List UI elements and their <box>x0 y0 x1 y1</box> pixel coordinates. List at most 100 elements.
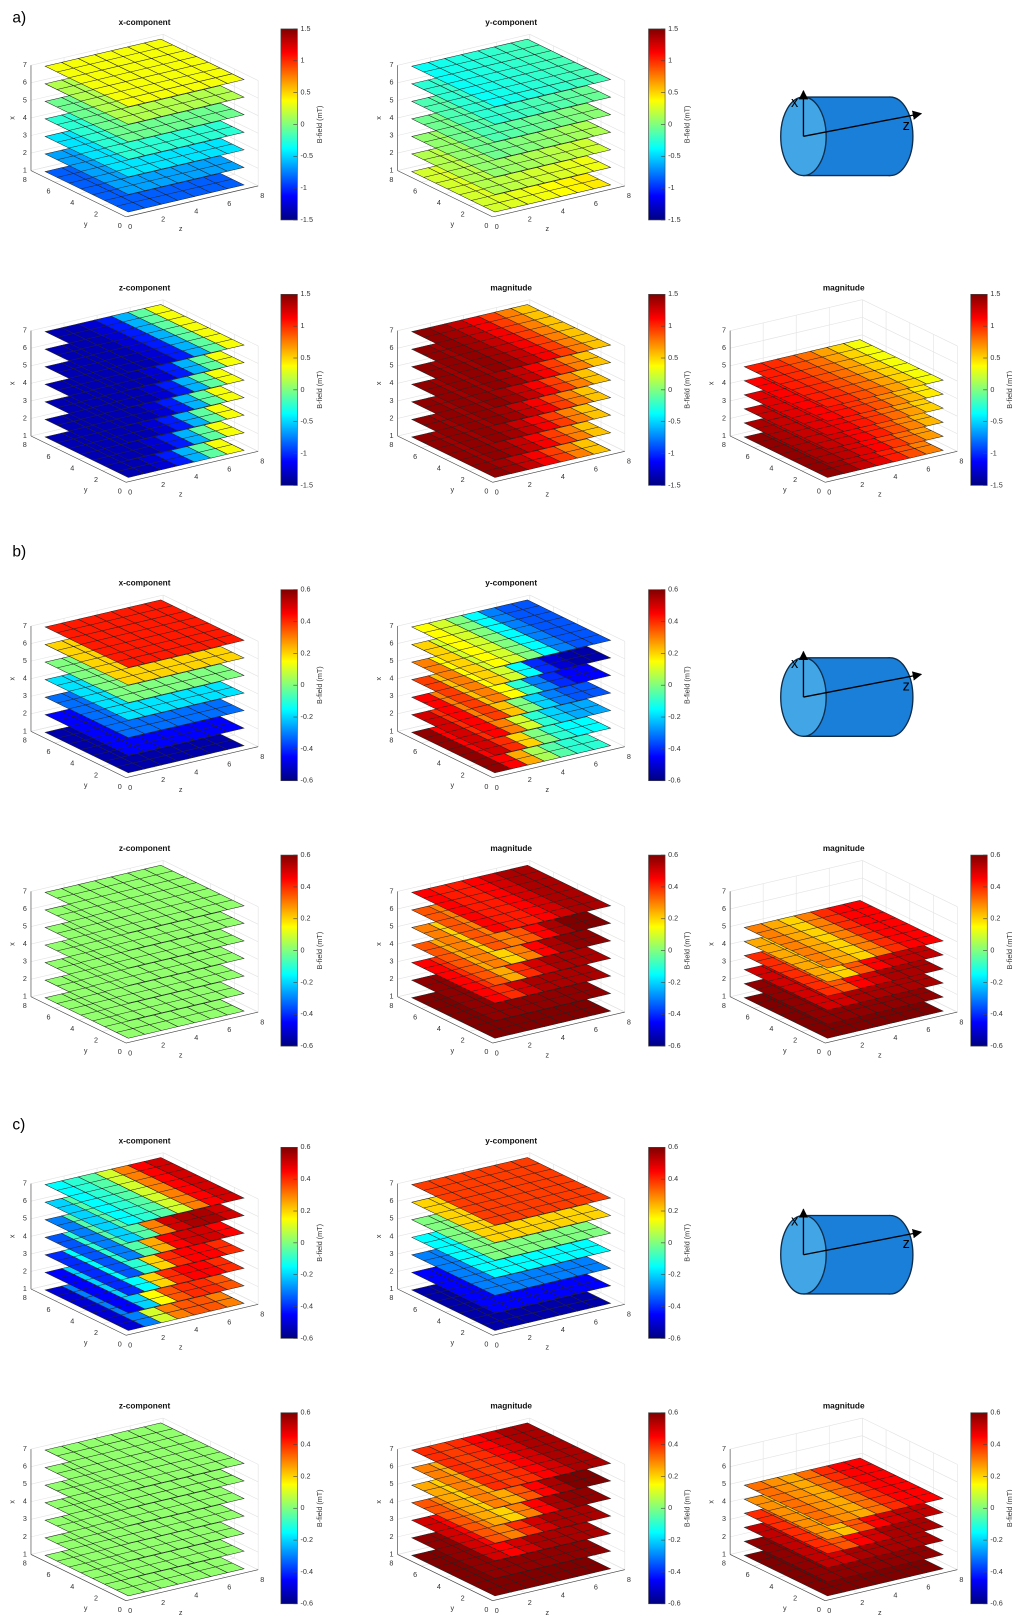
chart: 12345670246802468xyzmagnitude-0.6-0.4-0.… <box>374 1402 692 1617</box>
chart: 12345670246802468xyzz-component-0.6-0.4-… <box>7 1402 324 1617</box>
y-axis-label: y <box>451 1603 455 1612</box>
y-tick-label: 8 <box>722 1001 726 1010</box>
x-axis-label: x <box>7 116 16 120</box>
x-tick-label: 4 <box>23 378 27 387</box>
z-tick-label: 4 <box>194 767 198 776</box>
colorbar-tick-label: 0.6 <box>990 850 1000 859</box>
x-tick-label: 5 <box>389 921 393 930</box>
y-axis-label: y <box>84 1338 88 1347</box>
y-tick-label: 0 <box>118 221 122 230</box>
x-tick-label: 1 <box>389 1284 393 1293</box>
x-tick-label: 1 <box>722 1549 726 1558</box>
x-tick-label: 2 <box>389 709 393 718</box>
colorbar-tick-label: -1 <box>301 448 307 457</box>
y-tick-label: 4 <box>437 1316 441 1325</box>
colorbar-tick-label: 0.4 <box>668 616 678 625</box>
z-tick-label: 6 <box>594 1583 598 1592</box>
colorbar-tick-label: 0.4 <box>668 1174 678 1183</box>
x-tick-label: 3 <box>722 1514 726 1523</box>
y-tick-label: 0 <box>484 1339 488 1348</box>
colorbar-tick-label: 0.2 <box>668 1206 678 1215</box>
x-tick-label: 3 <box>23 1249 27 1258</box>
y-tick-label: 6 <box>746 1570 750 1579</box>
z-axis-label: z <box>878 1608 882 1617</box>
colorbar-tick-label: -1.5 <box>990 480 1002 489</box>
y-tick-label: 8 <box>389 1559 393 1568</box>
x-tick-label: 2 <box>23 413 27 422</box>
chart-title: magnitude <box>823 283 865 292</box>
colorbar-tick-label: 1 <box>668 321 672 330</box>
x-tick-label: 1 <box>722 431 726 440</box>
colorbar-tick-label: -1.5 <box>668 215 680 224</box>
colorbar-label: B-field (mT) <box>315 106 324 144</box>
y-tick-label: 8 <box>23 440 27 449</box>
x-tick-label: 4 <box>389 939 393 948</box>
panel-label: b) <box>12 544 26 561</box>
colorbar-tick-label: -0.4 <box>301 1301 313 1310</box>
x-tick-label: 5 <box>389 361 393 370</box>
x-tick-label: 4 <box>722 1497 726 1506</box>
chart: 12345670246802468xyzx-component-1.5-1-0.… <box>7 18 324 233</box>
x-tick-label: 4 <box>23 674 27 683</box>
y-tick-label: 0 <box>484 1047 488 1056</box>
colorbar-tick-label: 0 <box>990 385 994 394</box>
z-tick-label: 6 <box>594 1025 598 1034</box>
x-tick-label: 6 <box>23 1196 27 1205</box>
y-tick-label: 2 <box>94 1036 98 1045</box>
x-tick-label: 2 <box>389 1532 393 1541</box>
chart: 12345670246802468xyzx-component-0.6-0.4-… <box>7 1136 324 1351</box>
colorbar-tick-label: 0.2 <box>990 914 1000 923</box>
chart-title: magnitude <box>823 1402 865 1411</box>
y-tick-label: 4 <box>70 1316 74 1325</box>
y-tick-label: 6 <box>47 1570 51 1579</box>
y-tick-label: 2 <box>461 1036 465 1045</box>
x-tick-label: 2 <box>23 1266 27 1275</box>
x-tick-label: 2 <box>23 148 27 157</box>
y-tick-label: 0 <box>118 1339 122 1348</box>
colorbar-tick-label: 0 <box>301 1503 305 1512</box>
z-tick-label: 6 <box>594 1317 598 1326</box>
x-tick-label: 1 <box>23 726 27 735</box>
x-tick-label: 4 <box>389 1497 393 1506</box>
z-tick-label: 0 <box>128 1606 132 1615</box>
chart: 12345670246802468xyzy-component-0.6-0.4-… <box>374 1136 692 1351</box>
z-tick-label: 0 <box>495 1048 499 1057</box>
z-tick-label: 8 <box>627 1017 631 1026</box>
z-tick-label: 0 <box>495 783 499 792</box>
chart-title: y-component <box>485 579 537 588</box>
axis-label: x <box>791 656 799 672</box>
z-tick-label: 2 <box>161 480 165 489</box>
x-axis-label: x <box>374 116 383 120</box>
colorbar-tick-label: 0.2 <box>301 1206 311 1215</box>
z-axis-label: z <box>546 1050 550 1059</box>
colorbar-tick-label: 1.5 <box>301 289 311 298</box>
z-tick-label: 2 <box>528 480 532 489</box>
x-tick-label: 6 <box>389 1462 393 1471</box>
colorbar-tick-label: 0.4 <box>990 882 1000 891</box>
z-tick-label: 8 <box>627 1575 631 1584</box>
z-axis-label: z <box>546 1608 550 1617</box>
z-tick-label: 2 <box>860 1598 864 1607</box>
z-tick-label: 4 <box>893 472 897 481</box>
cylinder-diagram: x z <box>781 652 921 737</box>
x-tick-label: 7 <box>23 886 27 895</box>
x-tick-label: 5 <box>23 921 27 930</box>
x-tick-label: 7 <box>722 326 726 335</box>
z-tick-label: 8 <box>260 1575 264 1584</box>
z-tick-label: 2 <box>860 1041 864 1050</box>
y-tick-label: 6 <box>47 452 51 461</box>
colorbar-tick-label: -0.6 <box>301 1599 313 1608</box>
x-tick-label: 3 <box>23 691 27 700</box>
z-tick-label: 6 <box>227 1025 231 1034</box>
z-axis-label: z <box>878 490 882 499</box>
colorbar-tick-label: 0.5 <box>990 353 1000 362</box>
y-tick-label: 4 <box>70 1024 74 1033</box>
colorbar-tick-label: 0 <box>990 1503 994 1512</box>
z-tick-label: 4 <box>194 1325 198 1334</box>
colorbar-tick-label: -0.4 <box>990 1567 1002 1576</box>
cylinder-diagram: x z <box>781 91 921 176</box>
colorbar-tick-label: 0.6 <box>668 585 678 594</box>
z-tick-label: 0 <box>128 488 132 497</box>
colorbar-tick-label: 0 <box>668 119 672 128</box>
z-tick-label: 0 <box>827 1606 831 1615</box>
